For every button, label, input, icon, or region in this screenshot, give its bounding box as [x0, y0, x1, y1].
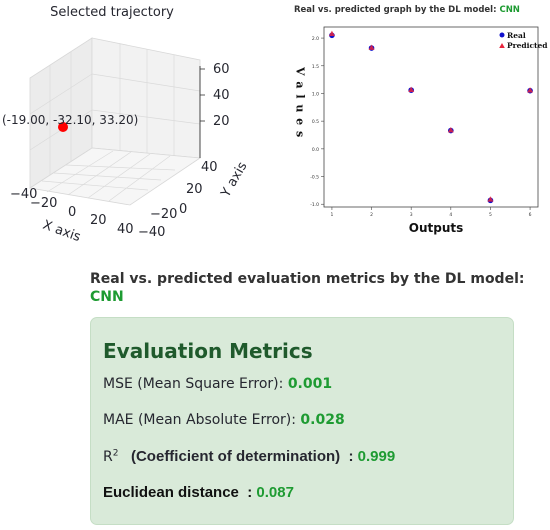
y-tick-neg20: −20 — [150, 207, 177, 222]
trajectory-point — [58, 122, 68, 132]
predicted-point — [368, 44, 375, 50]
evaluation-metrics-box: Evaluation Metrics MSE (Mean Square Erro… — [90, 317, 514, 525]
predicted-point — [487, 196, 494, 202]
x-tick-label: 6 — [529, 212, 532, 218]
legend: Real Predicted — [499, 31, 548, 50]
x-tick-label: 5 — [489, 212, 492, 218]
predicted-point — [447, 127, 454, 133]
trajectory-3d-svg: Selected trajectory 60 40 20 40 20 0 −20… — [2, 5, 251, 245]
x-tick-label: 1 — [330, 212, 333, 218]
z-tick-40: 40 — [213, 88, 230, 103]
y-tick-label: -0.5 — [310, 175, 319, 181]
x-tick-0: 0 — [68, 205, 76, 220]
trajectory-point-label: (-19.00, -32.10, 33.20) — [2, 113, 138, 127]
euclidean-value: 0.087 — [256, 484, 294, 501]
grid-lines — [29, 44, 201, 202]
x-tick-40: 40 — [117, 222, 134, 237]
y-axis-label: V a l u e s — [294, 66, 307, 138]
mse-row: MSE (Mean Square Error): 0.001 — [103, 376, 332, 392]
x-tick-neg40: −40 — [10, 187, 37, 202]
predicted-point — [328, 30, 335, 37]
y-tick-20: 20 — [186, 182, 203, 197]
r2-label: (Coefficient of determination) — [130, 448, 341, 465]
x-tick-label: 4 — [449, 212, 452, 218]
x-tick-label: 2 — [370, 212, 373, 218]
r2-row: R2 (Coefficient of determination) : 0.99… — [103, 448, 395, 465]
x-tick-20: 20 — [90, 213, 107, 228]
legend-predicted-marker — [499, 43, 505, 48]
z-tick-20: 20 — [213, 114, 230, 129]
back-wall-right — [91, 37, 201, 159]
legend-real-label: Real — [507, 31, 526, 40]
real-vs-predicted-chart: Real vs. predicted graph by the DL model… — [290, 0, 550, 250]
r2-symbol: R2 — [103, 448, 119, 465]
x-tick-label: 3 — [410, 212, 413, 218]
y-tick-label: 0.5 — [312, 119, 319, 125]
trajectory-title: Selected trajectory — [50, 5, 174, 20]
predicted-point — [527, 87, 534, 93]
metrics-header-text: Real vs. predicted evaluation metrics by… — [90, 271, 525, 287]
evaluation-metrics-title: Evaluation Metrics — [103, 339, 313, 363]
legend-real-marker — [499, 32, 505, 38]
r2-value: 0.999 — [357, 448, 396, 465]
y-tick-label: 1.0 — [312, 91, 319, 97]
mae-row: MAE (Mean Absolute Error): 0.028 — [103, 412, 345, 428]
y-tick-label: 2.0 — [312, 36, 319, 42]
x-tick-neg20: −20 — [30, 196, 57, 211]
chart-title: Real vs. predicted graph by the DL model… — [294, 5, 520, 15]
metrics-model-name: CNN — [90, 289, 124, 305]
scatter-svg: Real vs. predicted graph by the DL model… — [294, 5, 549, 235]
y-axis-label: Y axis — [218, 159, 251, 201]
y-tick-label: 1.5 — [312, 64, 319, 70]
x-axis-label: Outputs — [409, 221, 464, 235]
data-points — [328, 30, 534, 204]
r2-separator: : — [348, 448, 354, 465]
predicted-point — [408, 86, 415, 92]
mae-label: MAE (Mean Absolute Error): — [103, 412, 296, 428]
euclidean-row: Euclidean distance : 0.087 — [103, 484, 294, 501]
trajectory-3d-plot: Selected trajectory 60 40 20 40 20 0 −20… — [0, 0, 290, 245]
z-tick-60: 60 — [213, 62, 230, 77]
x-axis-label: X axis — [41, 218, 83, 245]
euclidean-label: Euclidean distance — [103, 484, 239, 501]
mse-label: MSE (Mean Square Error): — [103, 376, 284, 392]
x-ticks: 1 2 3 4 5 6 — [330, 207, 532, 218]
y-tick-0: 0 — [179, 202, 187, 217]
y-tick-neg40: −40 — [138, 225, 165, 240]
euclidean-separator: : — [247, 484, 253, 501]
metrics-header: Real vs. predicted evaluation metrics by… — [90, 270, 530, 306]
y-ticks: 2.0 1.5 1.0 0.5 0.0 -0.5 -1.0 — [310, 36, 324, 208]
y-tick-label: 0.0 — [312, 147, 319, 153]
y-tick-40: 40 — [201, 160, 218, 175]
plot-frame — [323, 26, 539, 208]
mse-value: 0.001 — [287, 376, 333, 392]
mae-value: 0.028 — [300, 412, 345, 428]
y-tick-label: -1.0 — [310, 202, 319, 208]
legend-predicted-label: Predicted — [507, 41, 548, 50]
